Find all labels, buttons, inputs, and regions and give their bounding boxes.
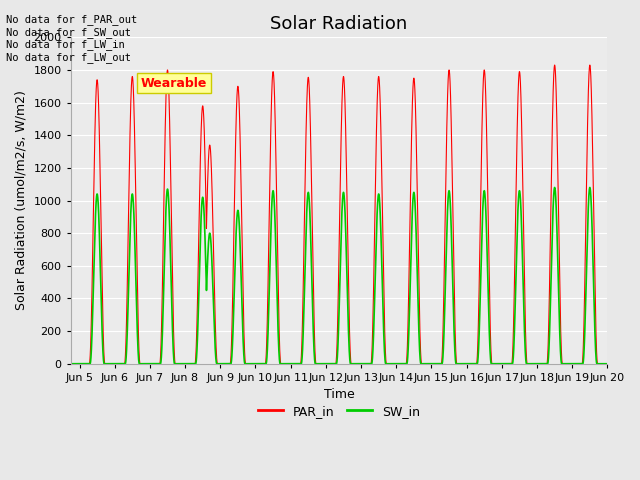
Title: Solar Radiation: Solar Radiation bbox=[271, 15, 408, 33]
PAR_in bbox=[551, 62, 559, 68]
SW_in bbox=[534, 361, 541, 367]
PAR_in bbox=[76, 361, 83, 367]
PAR_in bbox=[607, 361, 615, 367]
Line: SW_in: SW_in bbox=[62, 188, 611, 364]
Text: No data for f_PAR_out
No data for f_SW_out
No data for f_LW_in
No data for f_LW_: No data for f_PAR_out No data for f_SW_o… bbox=[6, 14, 138, 63]
SW_in bbox=[190, 361, 198, 367]
Line: PAR_in: PAR_in bbox=[62, 65, 611, 364]
PAR_in bbox=[190, 361, 198, 367]
Y-axis label: Solar Radiation (umol/m2/s, W/m2): Solar Radiation (umol/m2/s, W/m2) bbox=[15, 91, 28, 311]
SW_in bbox=[118, 361, 125, 367]
SW_in bbox=[607, 361, 615, 367]
X-axis label: Time: Time bbox=[324, 388, 355, 401]
PAR_in bbox=[179, 361, 186, 367]
Text: Wearable: Wearable bbox=[141, 76, 207, 89]
SW_in bbox=[179, 361, 186, 367]
PAR_in bbox=[118, 361, 125, 367]
SW_in bbox=[58, 361, 66, 367]
PAR_in bbox=[348, 361, 356, 367]
SW_in bbox=[348, 361, 356, 367]
PAR_in bbox=[534, 361, 541, 367]
SW_in bbox=[76, 361, 83, 367]
PAR_in bbox=[58, 361, 66, 367]
SW_in bbox=[551, 185, 559, 191]
Legend: PAR_in, SW_in: PAR_in, SW_in bbox=[253, 400, 425, 423]
